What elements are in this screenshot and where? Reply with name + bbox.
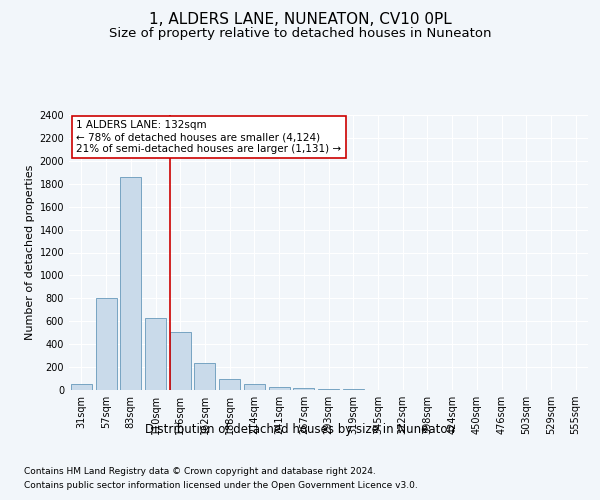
Bar — [194, 362, 215, 390]
Y-axis label: Number of detached properties: Number of detached properties — [25, 165, 35, 340]
Bar — [293, 388, 314, 390]
Text: Size of property relative to detached houses in Nuneaton: Size of property relative to detached ho… — [109, 28, 491, 40]
Bar — [219, 378, 240, 390]
Bar — [318, 389, 339, 390]
Text: Contains public sector information licensed under the Open Government Licence v3: Contains public sector information licen… — [24, 481, 418, 490]
Bar — [269, 386, 290, 390]
Bar — [120, 177, 141, 390]
Bar — [145, 318, 166, 390]
Text: 1 ALDERS LANE: 132sqm
← 78% of detached houses are smaller (4,124)
21% of semi-d: 1 ALDERS LANE: 132sqm ← 78% of detached … — [76, 120, 341, 154]
Text: Contains HM Land Registry data © Crown copyright and database right 2024.: Contains HM Land Registry data © Crown c… — [24, 468, 376, 476]
Bar — [71, 384, 92, 390]
Text: Distribution of detached houses by size in Nuneaton: Distribution of detached houses by size … — [145, 422, 455, 436]
Bar — [170, 332, 191, 390]
Text: 1, ALDERS LANE, NUNEATON, CV10 0PL: 1, ALDERS LANE, NUNEATON, CV10 0PL — [149, 12, 451, 28]
Bar — [244, 384, 265, 390]
Bar — [95, 298, 116, 390]
